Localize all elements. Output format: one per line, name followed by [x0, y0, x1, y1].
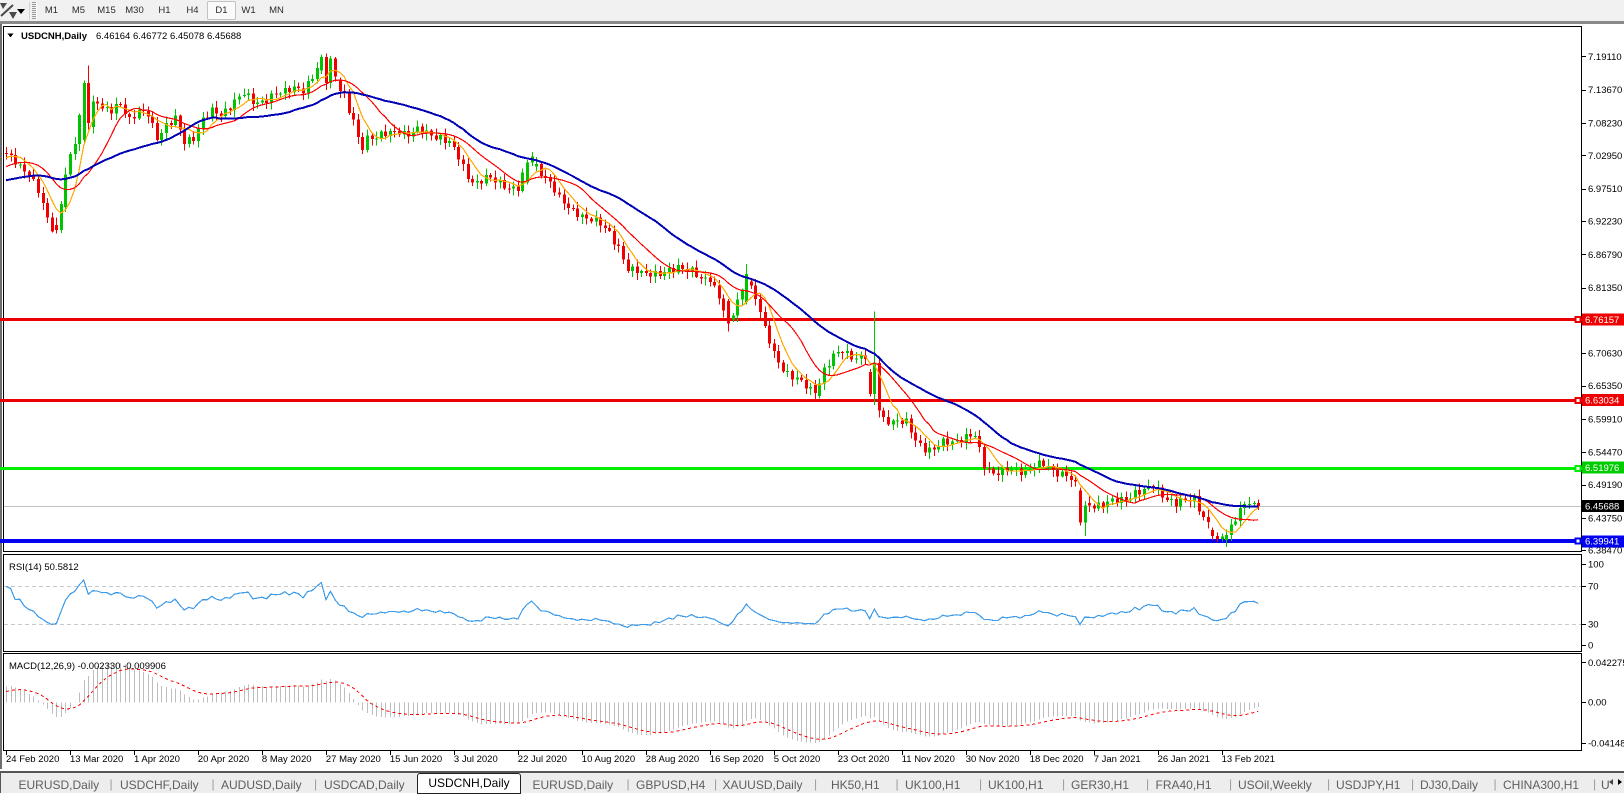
- svg-text:13 Mar 2020: 13 Mar 2020: [70, 754, 123, 765]
- svg-text:20 Apr 2020: 20 Apr 2020: [198, 754, 249, 765]
- svg-text:7 Jan 2021: 7 Jan 2021: [1094, 754, 1141, 765]
- svg-text:10 Aug 2020: 10 Aug 2020: [582, 754, 635, 765]
- svg-text:6.38470: 6.38470: [1588, 546, 1622, 557]
- svg-text:26 Jan 2021: 26 Jan 2021: [1158, 754, 1210, 765]
- svg-text:8 May 2020: 8 May 2020: [262, 754, 312, 765]
- svg-text:3 Jul 2020: 3 Jul 2020: [454, 754, 498, 765]
- svg-text:30: 30: [1588, 619, 1599, 630]
- svg-text:70: 70: [1588, 581, 1599, 592]
- svg-text:MACD(12,26,9) -0.002330 -0.009: MACD(12,26,9) -0.002330 -0.009906: [9, 661, 166, 672]
- svg-text:-0.04148: -0.04148: [1588, 738, 1624, 749]
- svg-text:23 Oct 2020: 23 Oct 2020: [838, 754, 890, 765]
- svg-text:6.46164 6.46772 6.45078 6.4568: 6.46164 6.46772 6.45078 6.45688: [96, 31, 241, 42]
- svg-text:7.08230: 7.08230: [1588, 118, 1622, 129]
- svg-text:28 Aug 2020: 28 Aug 2020: [646, 754, 699, 765]
- svg-text:6.76157: 6.76157: [1585, 315, 1619, 326]
- svg-text:13 Feb 2021: 13 Feb 2021: [1222, 754, 1275, 765]
- svg-text:6.51976: 6.51976: [1585, 463, 1619, 474]
- svg-text:6.43750: 6.43750: [1588, 513, 1622, 524]
- svg-text:5 Oct 2020: 5 Oct 2020: [774, 754, 820, 765]
- svg-text:15 Jun 2020: 15 Jun 2020: [390, 754, 442, 765]
- svg-text:6.65350: 6.65350: [1588, 381, 1622, 392]
- svg-text:1 Apr 2020: 1 Apr 2020: [134, 754, 180, 765]
- svg-text:0.00: 0.00: [1588, 698, 1607, 709]
- svg-text:6.39941: 6.39941: [1585, 537, 1619, 548]
- svg-text:6.49190: 6.49190: [1588, 480, 1622, 491]
- svg-text:6.70630: 6.70630: [1588, 349, 1622, 360]
- svg-text:RSI(14) 50.5812: RSI(14) 50.5812: [9, 562, 79, 573]
- svg-text:22 Jul 2020: 22 Jul 2020: [518, 754, 567, 765]
- svg-text:6.86790: 6.86790: [1588, 250, 1622, 261]
- svg-text:6.97510: 6.97510: [1588, 184, 1622, 195]
- svg-text:7.13670: 7.13670: [1588, 85, 1622, 96]
- svg-text:6.54470: 6.54470: [1588, 448, 1622, 459]
- svg-text:27 May 2020: 27 May 2020: [326, 754, 381, 765]
- svg-text:0.042275: 0.042275: [1588, 658, 1624, 669]
- svg-text:7.19110: 7.19110: [1588, 52, 1622, 63]
- svg-text:16 Sep 2020: 16 Sep 2020: [710, 754, 764, 765]
- svg-text:11 Nov 2020: 11 Nov 2020: [902, 754, 955, 765]
- svg-text:6.81350: 6.81350: [1588, 283, 1622, 294]
- svg-text:6.59910: 6.59910: [1588, 414, 1622, 425]
- svg-text:100: 100: [1588, 559, 1604, 570]
- svg-text:USDCNH,Daily: USDCNH,Daily: [21, 31, 88, 42]
- svg-text:6.45688: 6.45688: [1585, 502, 1619, 513]
- svg-text:7.02950: 7.02950: [1588, 151, 1622, 162]
- svg-text:6.92230: 6.92230: [1588, 216, 1622, 227]
- svg-text:0: 0: [1588, 640, 1593, 651]
- svg-text:24 Feb 2020: 24 Feb 2020: [6, 754, 59, 765]
- svg-text:30 Nov 2020: 30 Nov 2020: [966, 754, 1020, 765]
- svg-text:6.63034: 6.63034: [1585, 395, 1619, 406]
- svg-text:18 Dec 2020: 18 Dec 2020: [1030, 754, 1084, 765]
